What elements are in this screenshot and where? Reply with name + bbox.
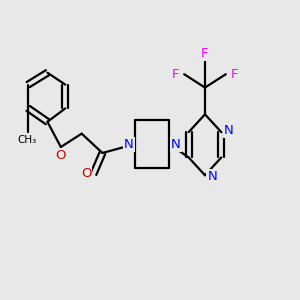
- Text: F: F: [231, 68, 238, 81]
- Text: O: O: [81, 167, 91, 180]
- Text: N: N: [224, 124, 234, 137]
- Text: N: N: [208, 170, 217, 183]
- Text: N: N: [124, 138, 134, 151]
- Text: CH₃: CH₃: [17, 135, 36, 145]
- Text: O: O: [56, 149, 66, 162]
- Text: N: N: [171, 138, 181, 151]
- Text: F: F: [172, 68, 179, 81]
- Text: F: F: [201, 47, 209, 60]
